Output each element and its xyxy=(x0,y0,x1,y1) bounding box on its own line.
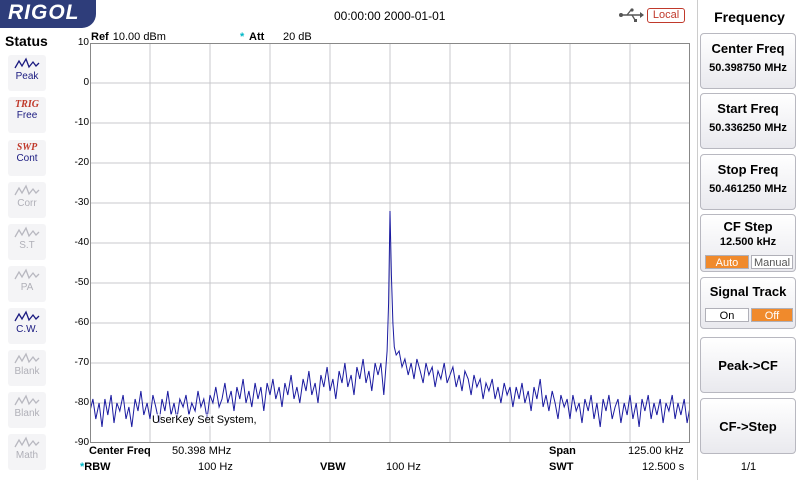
stop-freq-key[interactable]: Stop Freq 50.461250 MHz xyxy=(700,154,796,210)
att-value: 20 dB xyxy=(283,31,312,43)
status-item-peak: Peak xyxy=(8,55,46,91)
signal-track-key[interactable]: Signal Track On Off xyxy=(700,277,796,329)
stop-freq-key-value: 50.461250 MHz xyxy=(709,183,787,195)
y-tick-label: -30 xyxy=(74,197,89,208)
top-bar: RIGOL 00:00:00 2000-01-01 Local xyxy=(0,0,696,30)
status-item-label: Math xyxy=(15,450,39,461)
peak-to-cf-key[interactable]: Peak->CF xyxy=(700,337,796,393)
status-item-blank: Blank xyxy=(8,392,46,428)
y-tick-label: -60 xyxy=(74,317,89,328)
status-item-corr: Corr xyxy=(8,182,46,218)
spectrum-plot[interactable] xyxy=(90,43,690,443)
status-wave-icon xyxy=(14,394,40,406)
y-tick-label: 10 xyxy=(77,37,89,48)
center-freq-key-label: Center Freq xyxy=(711,41,785,56)
span-label: Span xyxy=(549,445,576,457)
swt-label: SWT xyxy=(549,461,574,473)
page-indicator: 1/1 xyxy=(740,461,757,473)
att-label: Att xyxy=(249,31,265,43)
ref-label: Ref xyxy=(91,31,109,43)
att-star-icon: * xyxy=(240,31,245,43)
center-freq-label: Center Freq xyxy=(89,445,151,457)
cf-step-key[interactable]: CF Step 12.500 kHz Auto Manual xyxy=(700,214,796,272)
ref-level: Ref 10.00 dBm xyxy=(91,31,166,43)
status-item-label: Free xyxy=(16,110,38,121)
cf-step-mode-toggle[interactable]: Auto Manual xyxy=(705,255,793,269)
swt-value: 12.500 s xyxy=(642,461,685,473)
cf-step-key-label: CF Step xyxy=(723,219,773,234)
status-item-label: Blank xyxy=(14,408,40,419)
rbw-label: *RBW xyxy=(80,461,111,473)
cf-step-manual-option[interactable]: Manual xyxy=(751,255,793,269)
status-item-label: S.T xyxy=(19,240,35,251)
signal-track-off-option[interactable]: Off xyxy=(751,308,793,322)
cf-to-step-key[interactable]: CF->Step xyxy=(700,398,796,454)
cf-to-step-key-label: CF->Step xyxy=(719,419,777,434)
status-item-free: TRIG Free xyxy=(8,97,46,133)
status-wave-icon xyxy=(14,268,40,280)
ref-value: 10.00 dBm xyxy=(112,31,166,43)
signal-track-toggle[interactable]: On Off xyxy=(705,308,793,322)
status-item-tag: SWP xyxy=(16,142,38,153)
center-freq-value: 50.398 MHz xyxy=(172,445,232,457)
status-wave-icon xyxy=(14,226,40,238)
center-freq-key[interactable]: Center Freq 50.398750 MHz xyxy=(700,33,796,89)
peak-to-cf-key-label: Peak->CF xyxy=(718,358,778,373)
status-wave-icon xyxy=(14,57,40,69)
status-item-label: C.W. xyxy=(16,324,38,335)
y-tick-label: -70 xyxy=(74,357,89,368)
usb-icon xyxy=(619,8,644,22)
rbw-value: 100 Hz xyxy=(198,461,233,473)
status-item-st: S.T xyxy=(8,224,46,260)
y-tick-label: 0 xyxy=(83,77,89,88)
status-item-math: Math xyxy=(8,434,46,470)
status-item-cw: C.W. xyxy=(8,308,46,344)
plot-frame xyxy=(90,43,690,443)
y-tick-label: -10 xyxy=(74,117,89,128)
y-tick-label: -80 xyxy=(74,397,89,408)
start-freq-key-label: Start Freq xyxy=(717,101,779,116)
status-wave-icon xyxy=(14,436,40,448)
cf-step-auto-option[interactable]: Auto xyxy=(705,255,749,269)
status-wave-icon xyxy=(14,310,40,322)
vbw-value: 100 Hz xyxy=(386,461,421,473)
y-tick-label: -50 xyxy=(74,277,89,288)
center-freq-key-value: 50.398750 MHz xyxy=(709,62,787,74)
brand-text: RIGOL xyxy=(8,1,80,24)
signal-track-key-label: Signal Track xyxy=(709,284,787,299)
menu-title: Frequency xyxy=(714,9,785,25)
spectrum-trace xyxy=(90,210,690,428)
local-badge: Local xyxy=(647,8,685,23)
y-tick-label: -40 xyxy=(74,237,89,248)
y-tick-label: -20 xyxy=(74,157,89,168)
rigol-logo: RIGOL xyxy=(0,0,96,28)
y-tick-label: -90 xyxy=(74,437,89,448)
status-item-tag: TRIG xyxy=(15,99,39,110)
marker-text: UserKey Set System, xyxy=(152,414,257,426)
datetime: 00:00:00 2000-01-01 xyxy=(334,9,446,23)
status-item-label: Corr xyxy=(17,198,37,209)
status-item-blank: Blank xyxy=(8,350,46,386)
span-value: 125.00 kHz xyxy=(628,445,684,457)
rbw-label-text: RBW xyxy=(84,461,111,473)
status-item-cont: SWP Cont xyxy=(8,140,46,176)
stop-freq-key-label: Stop Freq xyxy=(717,162,779,177)
rbw-star-icon: * xyxy=(80,461,85,473)
start-freq-key-value: 50.336250 MHz xyxy=(709,122,787,134)
start-freq-key[interactable]: Start Freq 50.336250 MHz xyxy=(700,93,796,149)
status-title: Status xyxy=(5,33,48,49)
signal-track-on-option[interactable]: On xyxy=(705,308,749,322)
status-item-label: Cont xyxy=(16,153,38,164)
status-wave-icon xyxy=(14,184,40,196)
status-wave-icon xyxy=(14,352,40,364)
status-item-pa: PA xyxy=(8,266,46,302)
vbw-label: VBW xyxy=(320,461,346,473)
status-item-label: Peak xyxy=(15,71,39,82)
status-item-label: PA xyxy=(20,282,34,293)
status-item-label: Blank xyxy=(14,366,40,377)
cf-step-key-value: 12.500 kHz xyxy=(719,236,777,248)
